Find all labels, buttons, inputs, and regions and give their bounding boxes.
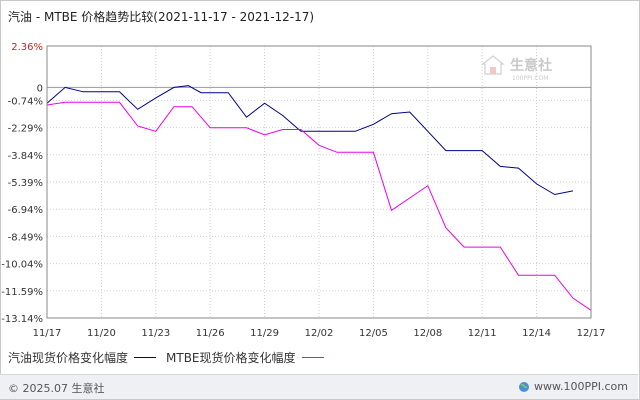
x-tick-label: 12/17	[577, 328, 606, 339]
x-tick-label: 12/11	[468, 328, 497, 339]
x-tick-label: 11/20	[87, 328, 116, 339]
y-tick-label: -8.49%	[8, 232, 43, 243]
y-axis-ticks: 2.36% 0 -0.74% -2.29% -3.84% -5.39% -6.94% -8.4…	[1, 42, 43, 325]
legend-item-gasoline: 汽油现货价格变化幅度	[8, 349, 157, 366]
x-tick-label: 12/05	[359, 328, 388, 339]
y-tick-label: -5.39%	[8, 178, 43, 189]
y-tick-label: -3.84%	[8, 151, 43, 162]
y-tick-label: -11.59%	[1, 287, 43, 298]
y-tick-label: -10.04%	[1, 260, 43, 271]
x-tick-label: 12/14	[522, 328, 551, 339]
footer-site-link[interactable]: www.100PPI.com	[534, 380, 628, 393]
x-tick-label: 11/17	[33, 328, 62, 339]
house-icon	[481, 55, 505, 75]
watermark-logo: 生意社 100PPI.COM	[481, 55, 552, 82]
legend-swatch-mtbe	[301, 357, 324, 358]
chart-title: 汽油 - MTBE 价格趋势比较(2021-11-17 - 2021-12-17…	[8, 10, 315, 24]
y-tick-label: -6.94%	[8, 205, 43, 216]
watermark-name: 生意社	[510, 57, 552, 74]
legend-label-gasoline: 汽油现货价格变化幅度	[8, 351, 129, 365]
house-door-icon	[490, 67, 496, 74]
y-tick-label: 0	[37, 83, 43, 94]
grid	[47, 46, 591, 318]
x-tick-label: 11/26	[196, 328, 225, 339]
x-tick-label: 11/23	[141, 328, 170, 339]
series-line-1	[46, 85, 573, 196]
x-tick-label: 12/08	[413, 328, 442, 339]
legend-label-mtbe: MTBE现货价格变化幅度	[166, 351, 296, 365]
legend-swatch-gasoline	[134, 357, 157, 358]
y-tick-label: -0.74%	[8, 96, 43, 107]
series-line-2	[46, 101, 592, 311]
y-tick-label: 2.36%	[11, 42, 43, 53]
series-lines	[46, 85, 592, 311]
footer: © 2025.07 生意社 www.100PPI.com	[0, 374, 638, 399]
x-tick-label: 12/02	[305, 328, 334, 339]
y-tick-label: -13.14%	[1, 314, 43, 325]
x-axis-ticks: 11/17 11/20 11/23 11/26 11/29 12/02 12/05 12/08…	[33, 328, 606, 339]
x-tick-label: 11/29	[250, 328, 279, 339]
y-tick-label: -2.29%	[8, 124, 43, 135]
globe-icon	[519, 381, 530, 392]
footer-site[interactable]: www.100PPI.com	[518, 380, 628, 393]
legend-item-mtbe: MTBE现货价格变化幅度	[166, 349, 324, 366]
plot-border	[46, 45, 592, 319]
watermark-url: 100PPI.COM	[512, 75, 548, 82]
legend: 汽油现货价格变化幅度 MTBE现货价格变化幅度	[8, 349, 334, 366]
footer-copyright: © 2025.07 生意社	[8, 382, 105, 395]
